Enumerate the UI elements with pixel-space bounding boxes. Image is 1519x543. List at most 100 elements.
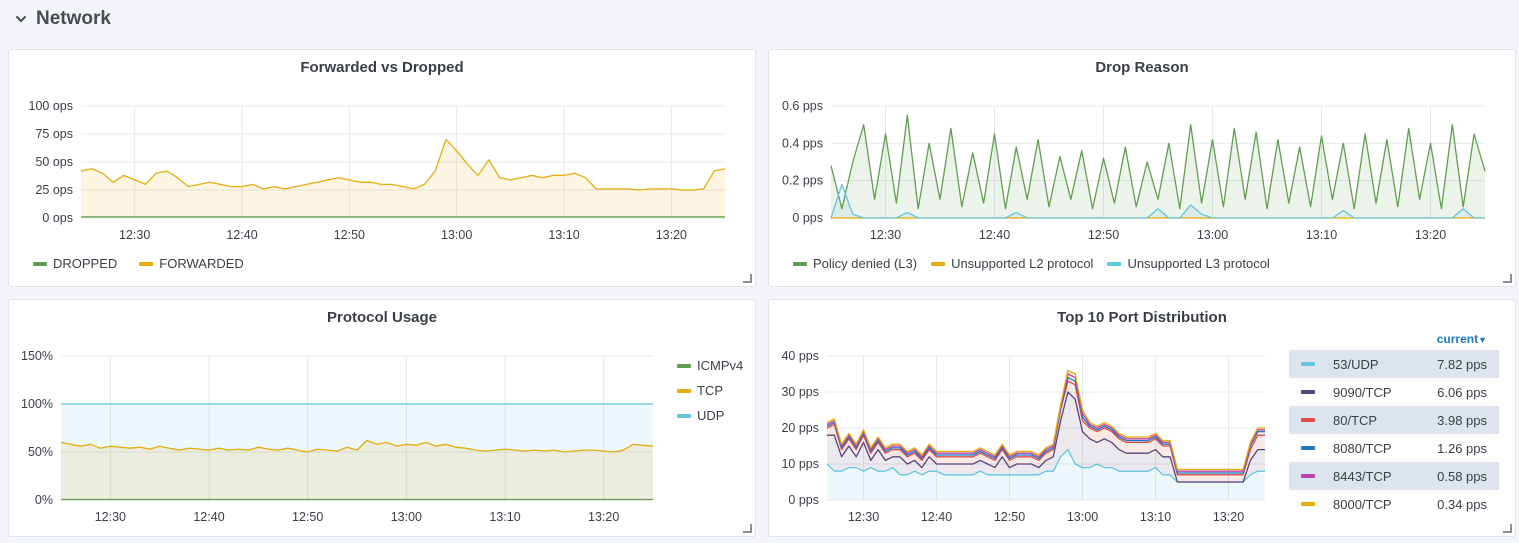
legend-label: UDP xyxy=(697,408,725,423)
panel-protocol-usage[interactable]: Protocol Usage 0% 50% 100% 150% 12:30 12:40 12… xyxy=(8,299,756,537)
resize-handle[interactable] xyxy=(743,274,752,283)
x-tick-label: 13:10 xyxy=(1140,510,1171,524)
legend-label: ICMPv4 xyxy=(697,358,744,373)
panel-drop-reason[interactable]: Drop Reason 0 pps 0.2 pps 0.4 pps 0.6 pps 12… xyxy=(768,49,1516,287)
x-tick-label: 13:10 xyxy=(548,228,579,242)
legend-row-9090-tcp[interactable]: 9090/TCP 6.06 pps xyxy=(1289,378,1499,406)
legend-label: TCP xyxy=(697,383,723,398)
panel-title[interactable]: Protocol Usage xyxy=(326,309,438,326)
legend-label: Unsupported L3 protocol xyxy=(1127,256,1270,271)
x-tick-label: 13:00 xyxy=(1197,228,1228,242)
x-tick-label: 13:20 xyxy=(588,510,619,524)
legend-swatch xyxy=(677,388,691,393)
legend-item-policy-denied[interactable]: Policy denied (L3) xyxy=(793,256,917,271)
legend-swatch xyxy=(677,363,691,368)
y-tick-label: 0 pps xyxy=(788,493,819,507)
series-fill-unsupported-l3-protocol xyxy=(831,184,1485,218)
legend-item-icmpv4[interactable]: ICMPv4 xyxy=(677,358,743,373)
legend-label: 9090/TCP xyxy=(1333,384,1392,400)
x-tick-label: 12:40 xyxy=(226,228,257,242)
y-tick-label: 0.6 pps xyxy=(782,99,823,113)
legend-label: 8443/TCP xyxy=(1333,468,1392,484)
resize-handle[interactable] xyxy=(1503,274,1512,283)
x-tick-label: 12:30 xyxy=(870,228,901,242)
series-fill-udp xyxy=(61,404,653,500)
x-tick-label: 13:20 xyxy=(1213,510,1244,524)
panel-title[interactable]: Top 10 Port Distribution xyxy=(1057,309,1227,326)
legend-swatch xyxy=(1301,446,1315,450)
legend-swatch xyxy=(793,261,807,266)
legend-value: 0.34 pps xyxy=(1437,496,1487,512)
resize-handle[interactable] xyxy=(1503,524,1512,533)
legend-row-80-tcp[interactable]: 80/TCP 3.98 pps xyxy=(1289,406,1499,434)
series-line-9090-tcp xyxy=(827,391,1265,483)
legend-item-dropped[interactable]: DROPPED xyxy=(33,256,117,271)
legend-table: current▼ 53/UDP 7.82 pps 9090/TCP 6.06 p… xyxy=(1289,328,1499,523)
series-fill-53-udp xyxy=(827,449,1265,500)
resize-handle[interactable] xyxy=(743,524,752,533)
panel-title[interactable]: Drop Reason xyxy=(1095,59,1189,76)
chart-top-10-ports: 0 pps 10 pps 20 pps 30 pps 40 pps 12:30 12:40 1… xyxy=(781,349,1265,524)
legend: ICMPv4 TCP UDP xyxy=(677,358,743,423)
legend-swatch xyxy=(139,261,154,266)
x-tick-label: 12:40 xyxy=(979,228,1010,242)
chevron-down-icon[interactable] xyxy=(14,12,28,26)
y-tick-label: 20 pps xyxy=(781,421,819,435)
legend-label: Unsupported L2 protocol xyxy=(951,256,1094,271)
series-line-tcp xyxy=(60,439,654,453)
chart-forwarded-vs-dropped: 0 ops 25 ops 50 ops 75 ops 100 ops 12:30 12:40… xyxy=(29,99,726,242)
x-tick-label: 13:20 xyxy=(656,228,687,242)
legend-row-8000-tcp[interactable]: 8000/TCP 0.34 pps xyxy=(1289,490,1499,518)
x-tick-label: 12:50 xyxy=(292,510,323,524)
legend-swatch xyxy=(1301,390,1315,394)
y-tick-label: 50 ops xyxy=(35,155,73,169)
legend-item-unsupported-l3[interactable]: Unsupported L3 protocol xyxy=(1107,256,1270,271)
legend-value: 6.06 pps xyxy=(1437,384,1487,400)
y-tick-label: 25 ops xyxy=(35,183,73,197)
x-tick-label: 12:30 xyxy=(95,510,126,524)
legend-item-forwarded[interactable]: FORWARDED xyxy=(139,256,244,271)
legend-swatch xyxy=(33,261,47,266)
legend-sort-current[interactable]: current▼ xyxy=(1289,328,1499,350)
x-tick-label: 13:10 xyxy=(1306,228,1337,242)
legend-header-label: current xyxy=(1436,332,1479,346)
series-line-policy-denied-l3- xyxy=(830,114,1486,210)
series-line-8080-tcp xyxy=(826,376,1265,474)
legend-label: Policy denied (L3) xyxy=(813,256,918,271)
legend-label: 80/TCP xyxy=(1333,412,1378,428)
legend-row-8080-tcp[interactable]: 8080/TCP 1.26 pps xyxy=(1289,434,1499,462)
legend: Policy denied (L3) Unsupported L2 protoc… xyxy=(793,256,1270,271)
panel-top-10-port-distribution[interactable]: Top 10 Port Distribution 0 pps 10 pps 20 p… xyxy=(768,299,1516,537)
y-tick-label: 0 pps xyxy=(792,211,823,225)
legend-label: DROPPED xyxy=(53,256,118,271)
x-tick-label: 13:10 xyxy=(489,510,520,524)
legend-value: 3.98 pps xyxy=(1437,412,1487,428)
legend-item-udp[interactable]: UDP xyxy=(677,408,743,423)
series-line-8000-tcp xyxy=(826,369,1265,471)
series-fill-tcp xyxy=(61,440,653,500)
legend-value: 0.58 pps xyxy=(1437,468,1487,484)
panel-title[interactable]: Forwarded vs Dropped xyxy=(300,59,464,76)
x-tick-label: 12:30 xyxy=(119,228,150,242)
legend-row-53-udp[interactable]: 53/UDP 7.82 pps xyxy=(1289,350,1499,378)
series-fill-policy-denied-l3- xyxy=(831,115,1485,218)
legend-swatch xyxy=(1301,474,1315,478)
y-tick-label: 0 ops xyxy=(42,211,73,225)
legend-swatch xyxy=(1301,502,1315,506)
row-header-network[interactable]: Network xyxy=(14,4,111,34)
x-tick-label: 13:00 xyxy=(441,228,472,242)
y-tick-label: 100% xyxy=(21,397,53,411)
legend-row-8443-tcp[interactable]: 8443/TCP 0.58 pps xyxy=(1289,462,1499,490)
panel-forwarded-vs-dropped[interactable]: Forwarded vs Dropped 0 ops 25 ops 50 ops 75… xyxy=(8,49,756,287)
series-line-8443-tcp xyxy=(826,373,1265,472)
legend-value: 7.82 pps xyxy=(1437,356,1487,372)
series-line-unsupported-l3-protocol xyxy=(830,183,1485,219)
legend-item-tcp[interactable]: TCP xyxy=(677,383,743,398)
legend-item-unsupported-l2[interactable]: Unsupported L2 protocol xyxy=(931,256,1093,271)
y-tick-label: 0% xyxy=(35,493,53,507)
y-tick-label: 10 pps xyxy=(781,457,819,471)
legend-swatch xyxy=(1107,261,1122,266)
legend-swatch xyxy=(677,413,691,418)
y-tick-label: 30 pps xyxy=(781,385,819,399)
y-tick-label: 100 ops xyxy=(29,99,73,113)
